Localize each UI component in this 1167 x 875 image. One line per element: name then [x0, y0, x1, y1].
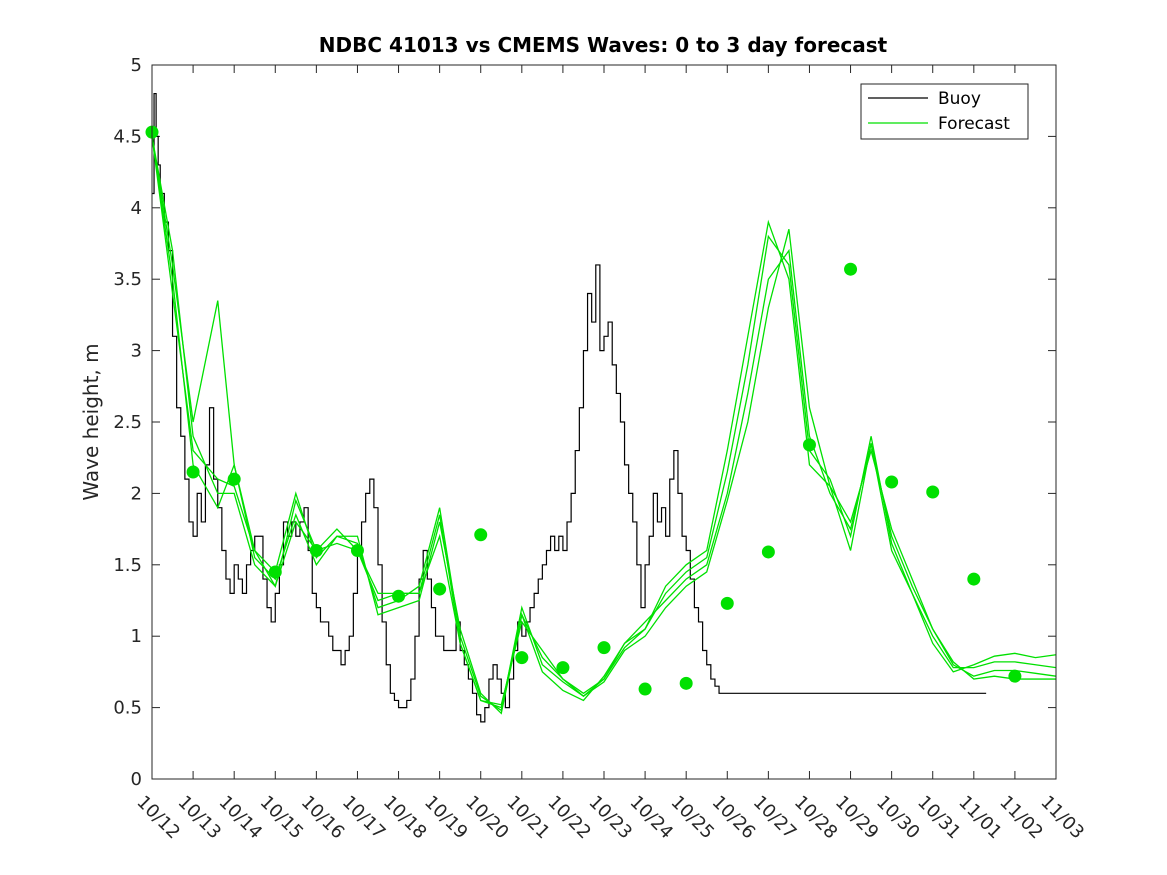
forecast-marker: [227, 472, 241, 486]
y-axis-label: Wave height, m: [79, 343, 103, 500]
y-tick-label: 3: [131, 341, 142, 362]
y-tick-label: 1.5: [113, 555, 142, 576]
forecast-marker: [720, 596, 734, 610]
legend-forecast-label: Forecast: [938, 114, 1010, 134]
forecast-marker: [885, 475, 899, 489]
buoy-series-line: [152, 92, 987, 723]
forecast-marker: [474, 528, 488, 542]
forecast-marker: [186, 465, 200, 479]
forecast-marker: [556, 661, 570, 675]
forecast-marker: [926, 485, 940, 499]
forecast-series-line-2: [151, 136, 1057, 712]
forecast-marker: [1008, 669, 1022, 683]
legend: Buoy Forecast: [860, 83, 1029, 140]
forecast-marker: [433, 582, 447, 596]
y-tick-label: 4: [131, 198, 142, 219]
y-tick-label: 2: [131, 483, 142, 504]
forecast-marker: [679, 676, 693, 690]
forecast-marker: [268, 565, 282, 579]
y-tick-label: 0: [131, 769, 142, 790]
forecast-series-line-4: [151, 136, 1056, 706]
legend-buoy-label: Buoy: [938, 89, 981, 109]
y-tick-label: 2.5: [113, 412, 142, 433]
chart-title: NDBC 41013 vs CMEMS Waves: 0 to 3 day fo…: [319, 33, 888, 57]
y-tick-label: 1: [131, 626, 142, 647]
y-tick-label: 0.5: [113, 698, 142, 719]
plot-frame: [151, 64, 1057, 780]
y-tick-label: 3.5: [113, 269, 142, 290]
forecast-marker: [802, 438, 816, 452]
forecast-marker: [515, 651, 529, 665]
forecast-marker: [350, 544, 364, 558]
forecast-marker: [967, 572, 981, 586]
forecast-marker: [761, 545, 775, 559]
y-tick-label: 4.5: [113, 126, 142, 147]
forecast-marker: [638, 682, 652, 696]
forecast-marker: [844, 262, 858, 276]
forecast-marker: [309, 544, 323, 558]
series-group: [145, 92, 1057, 723]
y-tick-label: 5: [131, 55, 142, 76]
legend-box: [860, 83, 1029, 140]
forecast-marker: [597, 641, 611, 655]
forecast-marker: [392, 589, 406, 603]
